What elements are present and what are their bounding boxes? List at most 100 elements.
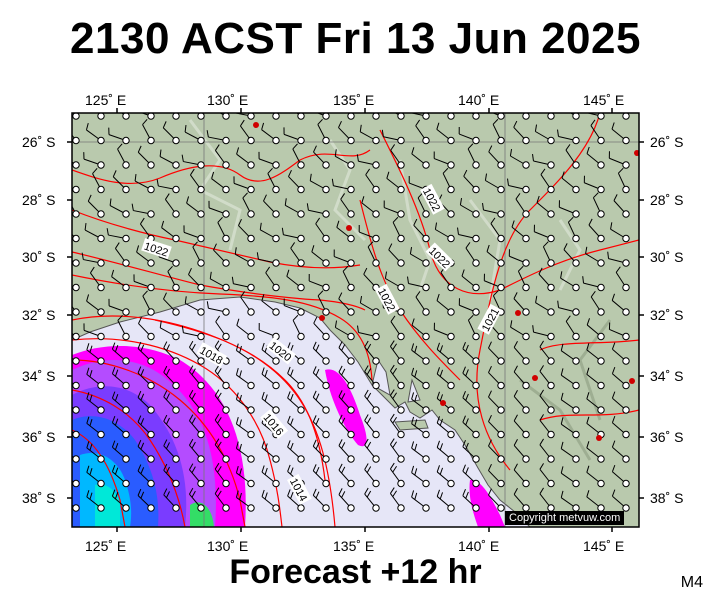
wind-station-circle [222, 406, 230, 414]
wind-barb-feather [140, 393, 145, 401]
wind-barb-feather [513, 390, 518, 397]
wind-barb-feather [209, 271, 212, 279]
wind-barb-feather [261, 122, 265, 130]
wind-station-circle [97, 234, 105, 243]
wind-barb-feather [439, 467, 444, 475]
wind-barb-feather [165, 417, 170, 425]
wind-barb-feather [338, 365, 343, 373]
wind-station-circle [572, 479, 580, 488]
wind-barb-feather [106, 228, 109, 236]
wind-barb-feather [407, 276, 409, 284]
wind-barb-feather [488, 341, 492, 349]
wind-barb-feather [292, 143, 298, 150]
wind-barb-feather [214, 340, 220, 347]
wind-barb-feather [111, 269, 115, 277]
wind-station-circle [97, 283, 105, 292]
wind-station-circle [547, 161, 555, 169]
wind-barb-feather [137, 464, 142, 472]
wind-barb-feather [234, 247, 237, 255]
wind-station-circle [572, 210, 580, 218]
wind-barb-feather [191, 368, 196, 375]
wind-station-circle [622, 161, 630, 169]
wind-barb-feather [411, 318, 415, 326]
wind-station-circle [497, 136, 505, 145]
wind-barb-feather [256, 252, 259, 260]
wind-station-circle [622, 283, 630, 292]
lat-label-36-left: 36˚ S [22, 429, 56, 445]
wind-barb-feather [312, 390, 317, 398]
wind-station-circle [522, 210, 530, 218]
wind-station-circle [247, 504, 255, 512]
wind-station-circle [322, 210, 330, 218]
wind-station-circle [497, 381, 505, 390]
wind-station-circle [297, 406, 305, 414]
wind-barb-feather [165, 491, 170, 498]
wind-station-circle [322, 161, 330, 169]
wind-barb-feather [411, 416, 415, 424]
wind-barb-feather [286, 269, 290, 277]
wind-barb-feather [86, 367, 90, 375]
wind-barb-feather [140, 467, 145, 474]
wind-barb-feather [439, 394, 444, 402]
wind-station-circle [197, 479, 205, 488]
wind-station-circle [622, 113, 630, 120]
wind-barb-feather [414, 394, 418, 402]
wind-station-circle [97, 161, 105, 169]
wind-station-circle [147, 332, 155, 341]
wind-station-circle [197, 136, 205, 145]
wind-barb-feather [465, 393, 469, 401]
wind-barb-feather [560, 466, 564, 474]
wind-barb-feather [593, 192, 599, 199]
wind-barb-feather [140, 418, 145, 425]
wind-barb-feather [586, 318, 590, 326]
wind-barb-feather [211, 171, 215, 179]
wind-station-circle [572, 332, 580, 341]
wind-barb-feather [184, 125, 187, 133]
wind-barb-feather [261, 367, 265, 375]
wind-station-circle [347, 185, 355, 194]
wind-barb-feather [539, 340, 544, 348]
wind-barb-feather [217, 441, 222, 449]
wind-barb-feather [290, 442, 294, 450]
lat-label-38-left: 38˚ S [22, 490, 56, 506]
wind-barb-feather [488, 415, 492, 422]
wind-station-circle [597, 332, 605, 341]
wind-station-circle [122, 210, 130, 218]
wind-barb-feather [163, 463, 168, 471]
wind-barb-feather [513, 414, 518, 422]
forecast-label: Forecast +12 hr [229, 553, 482, 591]
wind-barb-feather [184, 296, 187, 304]
wind-barb-feather [137, 366, 142, 374]
wind-barb-feather [513, 120, 518, 128]
wind-barb-feather [586, 465, 590, 473]
wind-barb-feather [188, 414, 194, 421]
wind-barb-feather [188, 97, 191, 103]
wind-station-circle [447, 161, 455, 169]
wind-barb-feather [342, 265, 349, 272]
wind-barb-feather [539, 438, 544, 446]
wind-station-circle [122, 259, 130, 267]
wind-station-circle [147, 455, 155, 463]
wind-barb-feather [217, 392, 222, 400]
wind-barb-feather [436, 122, 440, 130]
wind-station-circle [497, 185, 505, 194]
wind-station-circle [172, 283, 180, 292]
wind-barb-feather [363, 267, 368, 275]
wind-station-circle [472, 430, 480, 439]
wind-barb-feather [61, 491, 63, 498]
wind-barb-feather [315, 344, 320, 352]
wind-barb-feather [488, 390, 492, 398]
wind-station-circle [97, 113, 105, 120]
wind-station-circle [447, 455, 455, 463]
wind-barb-feather [493, 290, 499, 297]
wind-barb-feather [111, 366, 116, 374]
wind-barb-feather [81, 252, 84, 260]
wind-barb-feather [513, 292, 518, 299]
wind-station-circle [222, 259, 230, 267]
wind-barb-feather [137, 341, 142, 349]
wind-station-circle [247, 308, 255, 316]
wind-barb-feather [462, 391, 466, 398]
wind-station-circle [397, 430, 405, 439]
wind-barb-feather [86, 392, 90, 400]
wind-barb-feather [168, 95, 173, 100]
